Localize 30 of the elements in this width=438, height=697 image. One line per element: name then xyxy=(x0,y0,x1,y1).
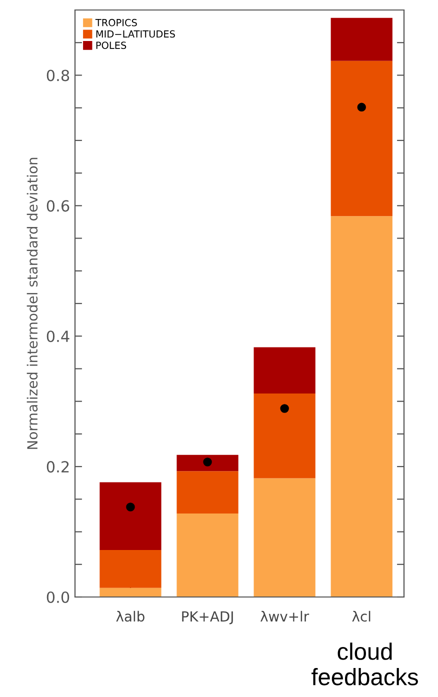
bar xyxy=(330,216,392,597)
y-tick-label: 0.4 xyxy=(46,330,70,342)
x-tick-label: λalb xyxy=(116,610,144,622)
bar xyxy=(176,454,238,472)
bar xyxy=(254,478,316,597)
legend-label: POLES xyxy=(96,42,126,49)
bar xyxy=(100,550,162,588)
y-tick-label: 0.8 xyxy=(46,70,70,82)
point xyxy=(126,502,135,512)
x-tick-label: PK+ADJ xyxy=(182,611,233,624)
point xyxy=(357,102,366,112)
y-tick-label: 0.0 xyxy=(46,591,70,604)
bar xyxy=(254,347,316,394)
y-tick-label: 0.6 xyxy=(46,200,70,212)
point xyxy=(203,458,212,466)
legend-label: MID−LATITUDES xyxy=(96,30,175,38)
bar xyxy=(100,482,162,550)
y-tick-label: 0.2 xyxy=(46,461,69,473)
bar xyxy=(330,60,392,216)
bar xyxy=(176,514,238,597)
y-axis-title: Normalized intermodel standard deviation xyxy=(26,158,38,449)
bar xyxy=(254,394,316,478)
text: cloud feedbacks xyxy=(312,642,418,686)
bar xyxy=(100,588,162,597)
legend-label: TROPICS xyxy=(95,18,137,26)
x-tick-label: λcl xyxy=(352,610,370,622)
bar xyxy=(176,471,238,514)
bar xyxy=(330,18,392,61)
x-tick-label: λwv+lr xyxy=(260,610,310,622)
point xyxy=(280,404,289,413)
